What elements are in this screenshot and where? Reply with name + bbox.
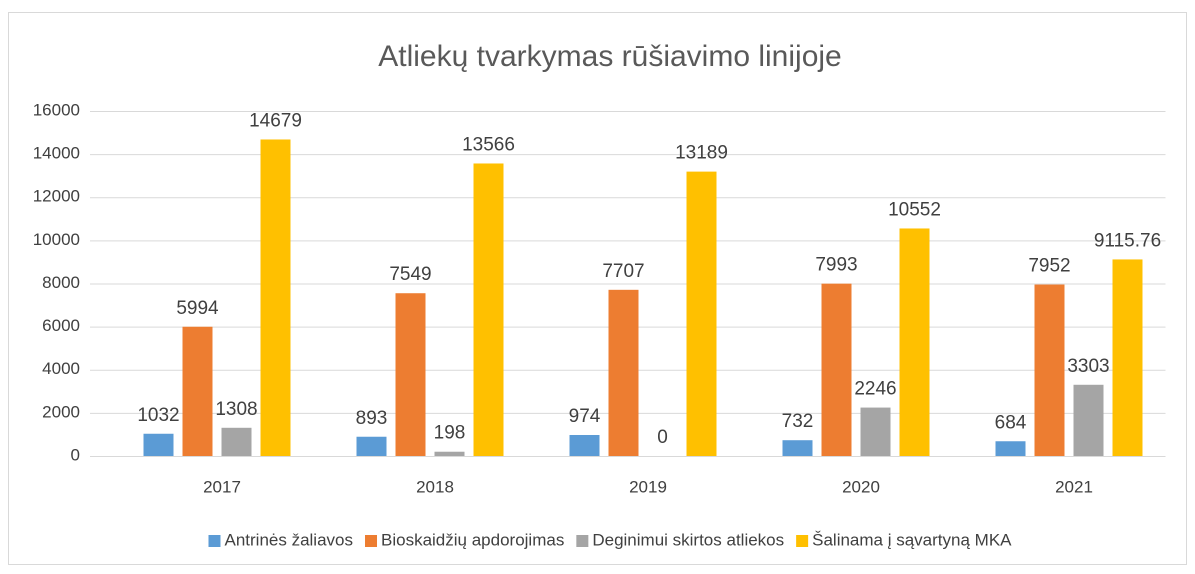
bar xyxy=(221,427,252,456)
data-label: 684 xyxy=(995,412,1027,433)
bar xyxy=(995,441,1026,456)
legend-swatch xyxy=(796,535,809,547)
y-tick-label: 14000 xyxy=(33,144,80,163)
x-tick-label: 2017 xyxy=(203,477,241,496)
chart-title: Atliekų tvarkymas rūšiavimo linijoje xyxy=(378,40,841,73)
data-label: 198 xyxy=(434,423,466,444)
y-tick-label: 8000 xyxy=(42,273,80,292)
bar xyxy=(1112,259,1143,456)
data-label: 14679 xyxy=(249,110,302,131)
bar xyxy=(569,434,600,456)
x-tick-label: 2019 xyxy=(629,477,667,496)
y-tick-label: 0 xyxy=(71,445,80,464)
y-tick-label: 4000 xyxy=(42,359,80,378)
bar xyxy=(356,436,387,456)
legend-label: Bioskaidžių apdorojimas xyxy=(381,530,564,549)
bar xyxy=(143,433,174,456)
data-label: 1032 xyxy=(137,405,179,426)
data-label: 0 xyxy=(657,427,668,448)
legend: Antrinės žaliavos Bioskaidžių apdorojimas… xyxy=(208,530,1012,549)
bar xyxy=(782,440,813,456)
bar xyxy=(608,289,639,456)
data-label: 10552 xyxy=(888,199,941,220)
legend-swatch xyxy=(208,535,221,547)
bar xyxy=(473,163,504,456)
data-label: 7707 xyxy=(602,261,644,282)
legend-label: Šalinama į sąvartyną MKA xyxy=(812,530,1012,549)
data-label: 13189 xyxy=(675,143,728,164)
bar xyxy=(1073,384,1104,456)
x-tick-label: 2018 xyxy=(416,477,454,496)
data-label: 1308 xyxy=(215,399,257,420)
data-label: 893 xyxy=(356,408,388,429)
bar xyxy=(434,451,465,456)
data-label: 13566 xyxy=(462,134,515,155)
bar xyxy=(860,407,891,456)
data-label: 3303 xyxy=(1067,356,1109,377)
data-label: 5994 xyxy=(176,298,219,319)
data-label: 2246 xyxy=(854,379,896,400)
y-tick-label: 2000 xyxy=(42,402,80,421)
bar xyxy=(686,171,717,456)
bar xyxy=(821,283,852,456)
data-label: 7993 xyxy=(815,255,857,276)
data-label: 7952 xyxy=(1028,256,1070,277)
x-tick-label: 2021 xyxy=(1055,477,1093,496)
bar xyxy=(899,228,930,456)
legend-label: Antrinės žaliavos xyxy=(224,530,353,549)
y-tick-label: 10000 xyxy=(33,230,80,249)
bar xyxy=(1034,284,1065,456)
data-label: 7549 xyxy=(389,264,431,285)
bar xyxy=(395,293,426,456)
bar xyxy=(260,139,291,456)
data-label: 974 xyxy=(569,406,601,427)
y-tick-label: 12000 xyxy=(33,187,80,206)
data-label: 9115.76 xyxy=(1094,230,1161,251)
y-tick-label: 16000 xyxy=(33,100,80,119)
legend-swatch xyxy=(365,535,378,547)
legend-swatch xyxy=(576,535,589,547)
chart-frame xyxy=(8,12,1187,565)
x-tick-label: 2020 xyxy=(842,477,880,496)
data-label: 732 xyxy=(782,411,814,432)
bar xyxy=(182,326,213,456)
y-tick-label: 6000 xyxy=(42,316,80,335)
legend-label: Deginimui skirtos atliekos xyxy=(592,530,784,549)
